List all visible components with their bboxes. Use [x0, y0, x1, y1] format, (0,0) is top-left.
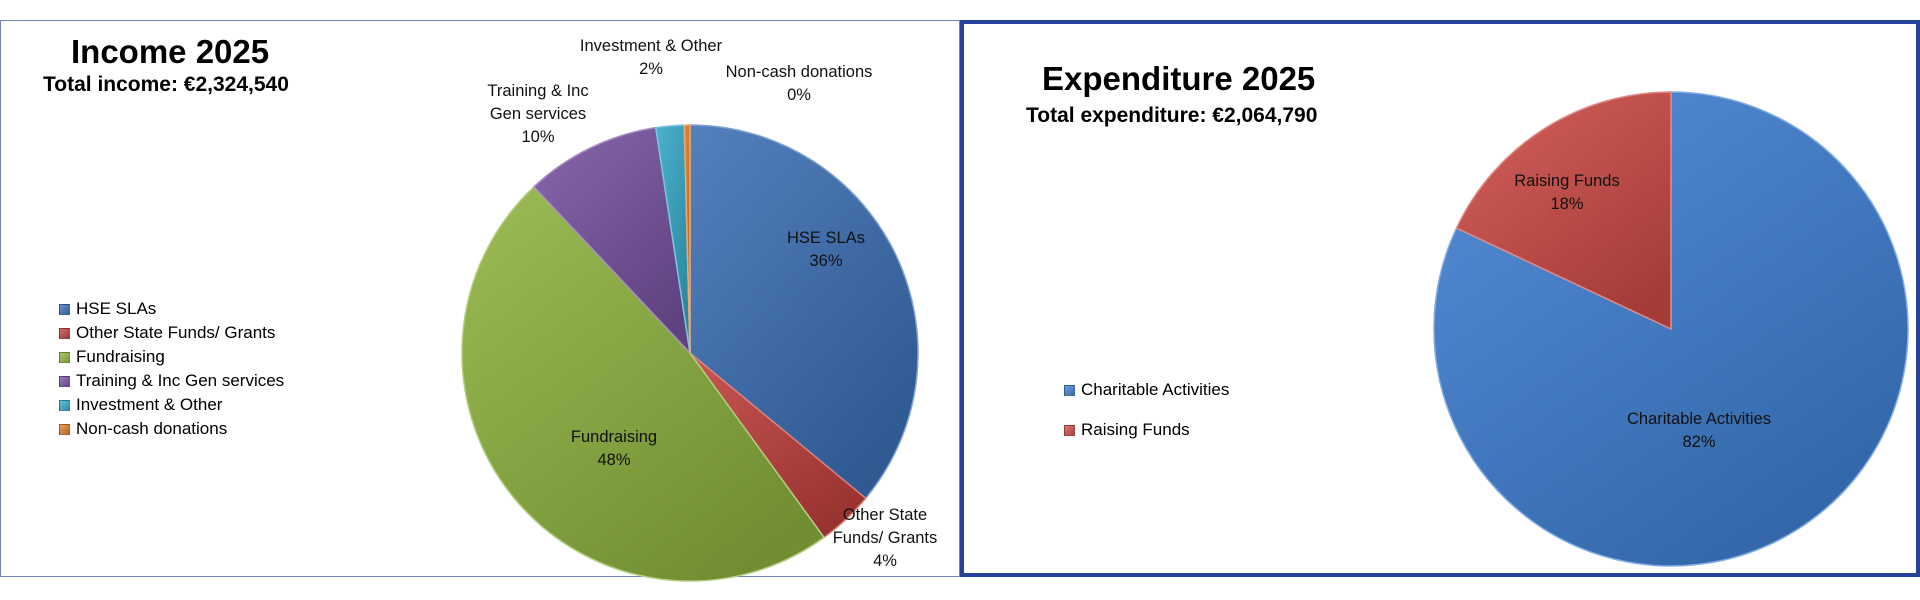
income-title: Income 2025: [71, 33, 270, 70]
legend-label-charitable-activities: Charitable Activities: [1081, 380, 1230, 399]
pie-slice-fundraising: [461, 186, 825, 582]
legend-swatch-fundraising: [59, 351, 70, 363]
pie-slice-charitable-activities: [1433, 91, 1909, 567]
data-label-raising-funds: Raising Funds 18%: [1514, 172, 1619, 213]
pie-slice-training-inc-gen-services: [533, 126, 691, 354]
expenditure-legend: Charitable Activities Raising Funds: [1064, 370, 1229, 450]
legend-swatch-other-state-funds-grants: [59, 327, 70, 339]
legend-item-charitable-activities: Charitable Activities: [1064, 370, 1229, 410]
legend-swatch-charitable-activities: [1064, 384, 1075, 396]
legend-item-fundraising: Fundraising: [59, 345, 284, 369]
legend-label-investment-other: Investment & Other: [76, 395, 223, 414]
data-label-fundraising: Fundraising 48%: [571, 428, 657, 469]
legend-swatch-hse-slas: [59, 303, 70, 315]
legend-item-hse-slas: HSE SLAs: [59, 297, 284, 321]
expenditure-pie-chart: Charitable Activities 82% Raising Funds 18%: [1433, 91, 1909, 567]
legend-swatch-training-inc-gen-services: [59, 375, 70, 387]
expenditure-chart-panel: Expenditure 2025 Total expenditure: €2,0…: [960, 20, 1920, 577]
legend-label-hse-slas: HSE SLAs: [76, 299, 157, 318]
expenditure-title: Expenditure 2025: [1042, 60, 1316, 97]
legend-label-non-cash-donations: Non-cash donations: [76, 419, 228, 438]
data-label-investment-other: Investment & Other 2%: [580, 37, 723, 78]
data-label-charitable-activities: Charitable Activities 82%: [1627, 410, 1771, 451]
pie-slice-non-cash-donations: [683, 124, 691, 354]
legend-label-fundraising: Fundraising: [76, 347, 165, 366]
data-label-hse-slas: HSE SLAs 36%: [787, 229, 865, 270]
legend-item-investment-other: Investment & Other: [59, 393, 284, 417]
legend-item-non-cash-donations: Non-cash donations: [59, 417, 284, 441]
income-subtitle: Total income: €2,324,540: [43, 73, 289, 96]
legend-swatch-non-cash-donations: [59, 423, 70, 435]
legend-item-training-inc-gen-services: Training & Inc Gen services: [59, 369, 284, 393]
data-label-training-inc-gen-services: Training & Inc Gen services 10%: [487, 82, 588, 146]
expenditure-subtitle: Total expenditure: €2,064,790: [1026, 104, 1318, 127]
legend-label-other-state-funds-grants: Other State Funds/ Grants: [76, 323, 276, 342]
income-legend: HSE SLAs Other State Funds/ Grants Fundrai…: [59, 297, 284, 441]
legend-swatch-investment-other: [59, 399, 70, 411]
legend-label-raising-funds: Raising Funds: [1081, 420, 1190, 439]
legend-item-other-state-funds-grants: Other State Funds/ Grants: [59, 321, 284, 345]
pie-slice-hse-slas: [689, 124, 919, 500]
data-label-other-state-funds-grants: Other State Funds/ Grants 4%: [833, 506, 938, 570]
legend-swatch-raising-funds: [1064, 424, 1075, 436]
income-chart-panel: Income 2025 Total income: €2,324,540 HSE…: [0, 20, 960, 582]
legend-item-raising-funds: Raising Funds: [1064, 410, 1229, 450]
legend-label-training-inc-gen-services: Training & Inc Gen services: [76, 371, 285, 390]
income-pie-chart: HSE SLAs 36% Other State Funds/ Grants 4% Fun…: [461, 37, 938, 582]
pie-slice-raising-funds: [1455, 91, 1672, 330]
data-label-non-cash-donations: Non-cash donations 0%: [726, 63, 873, 104]
